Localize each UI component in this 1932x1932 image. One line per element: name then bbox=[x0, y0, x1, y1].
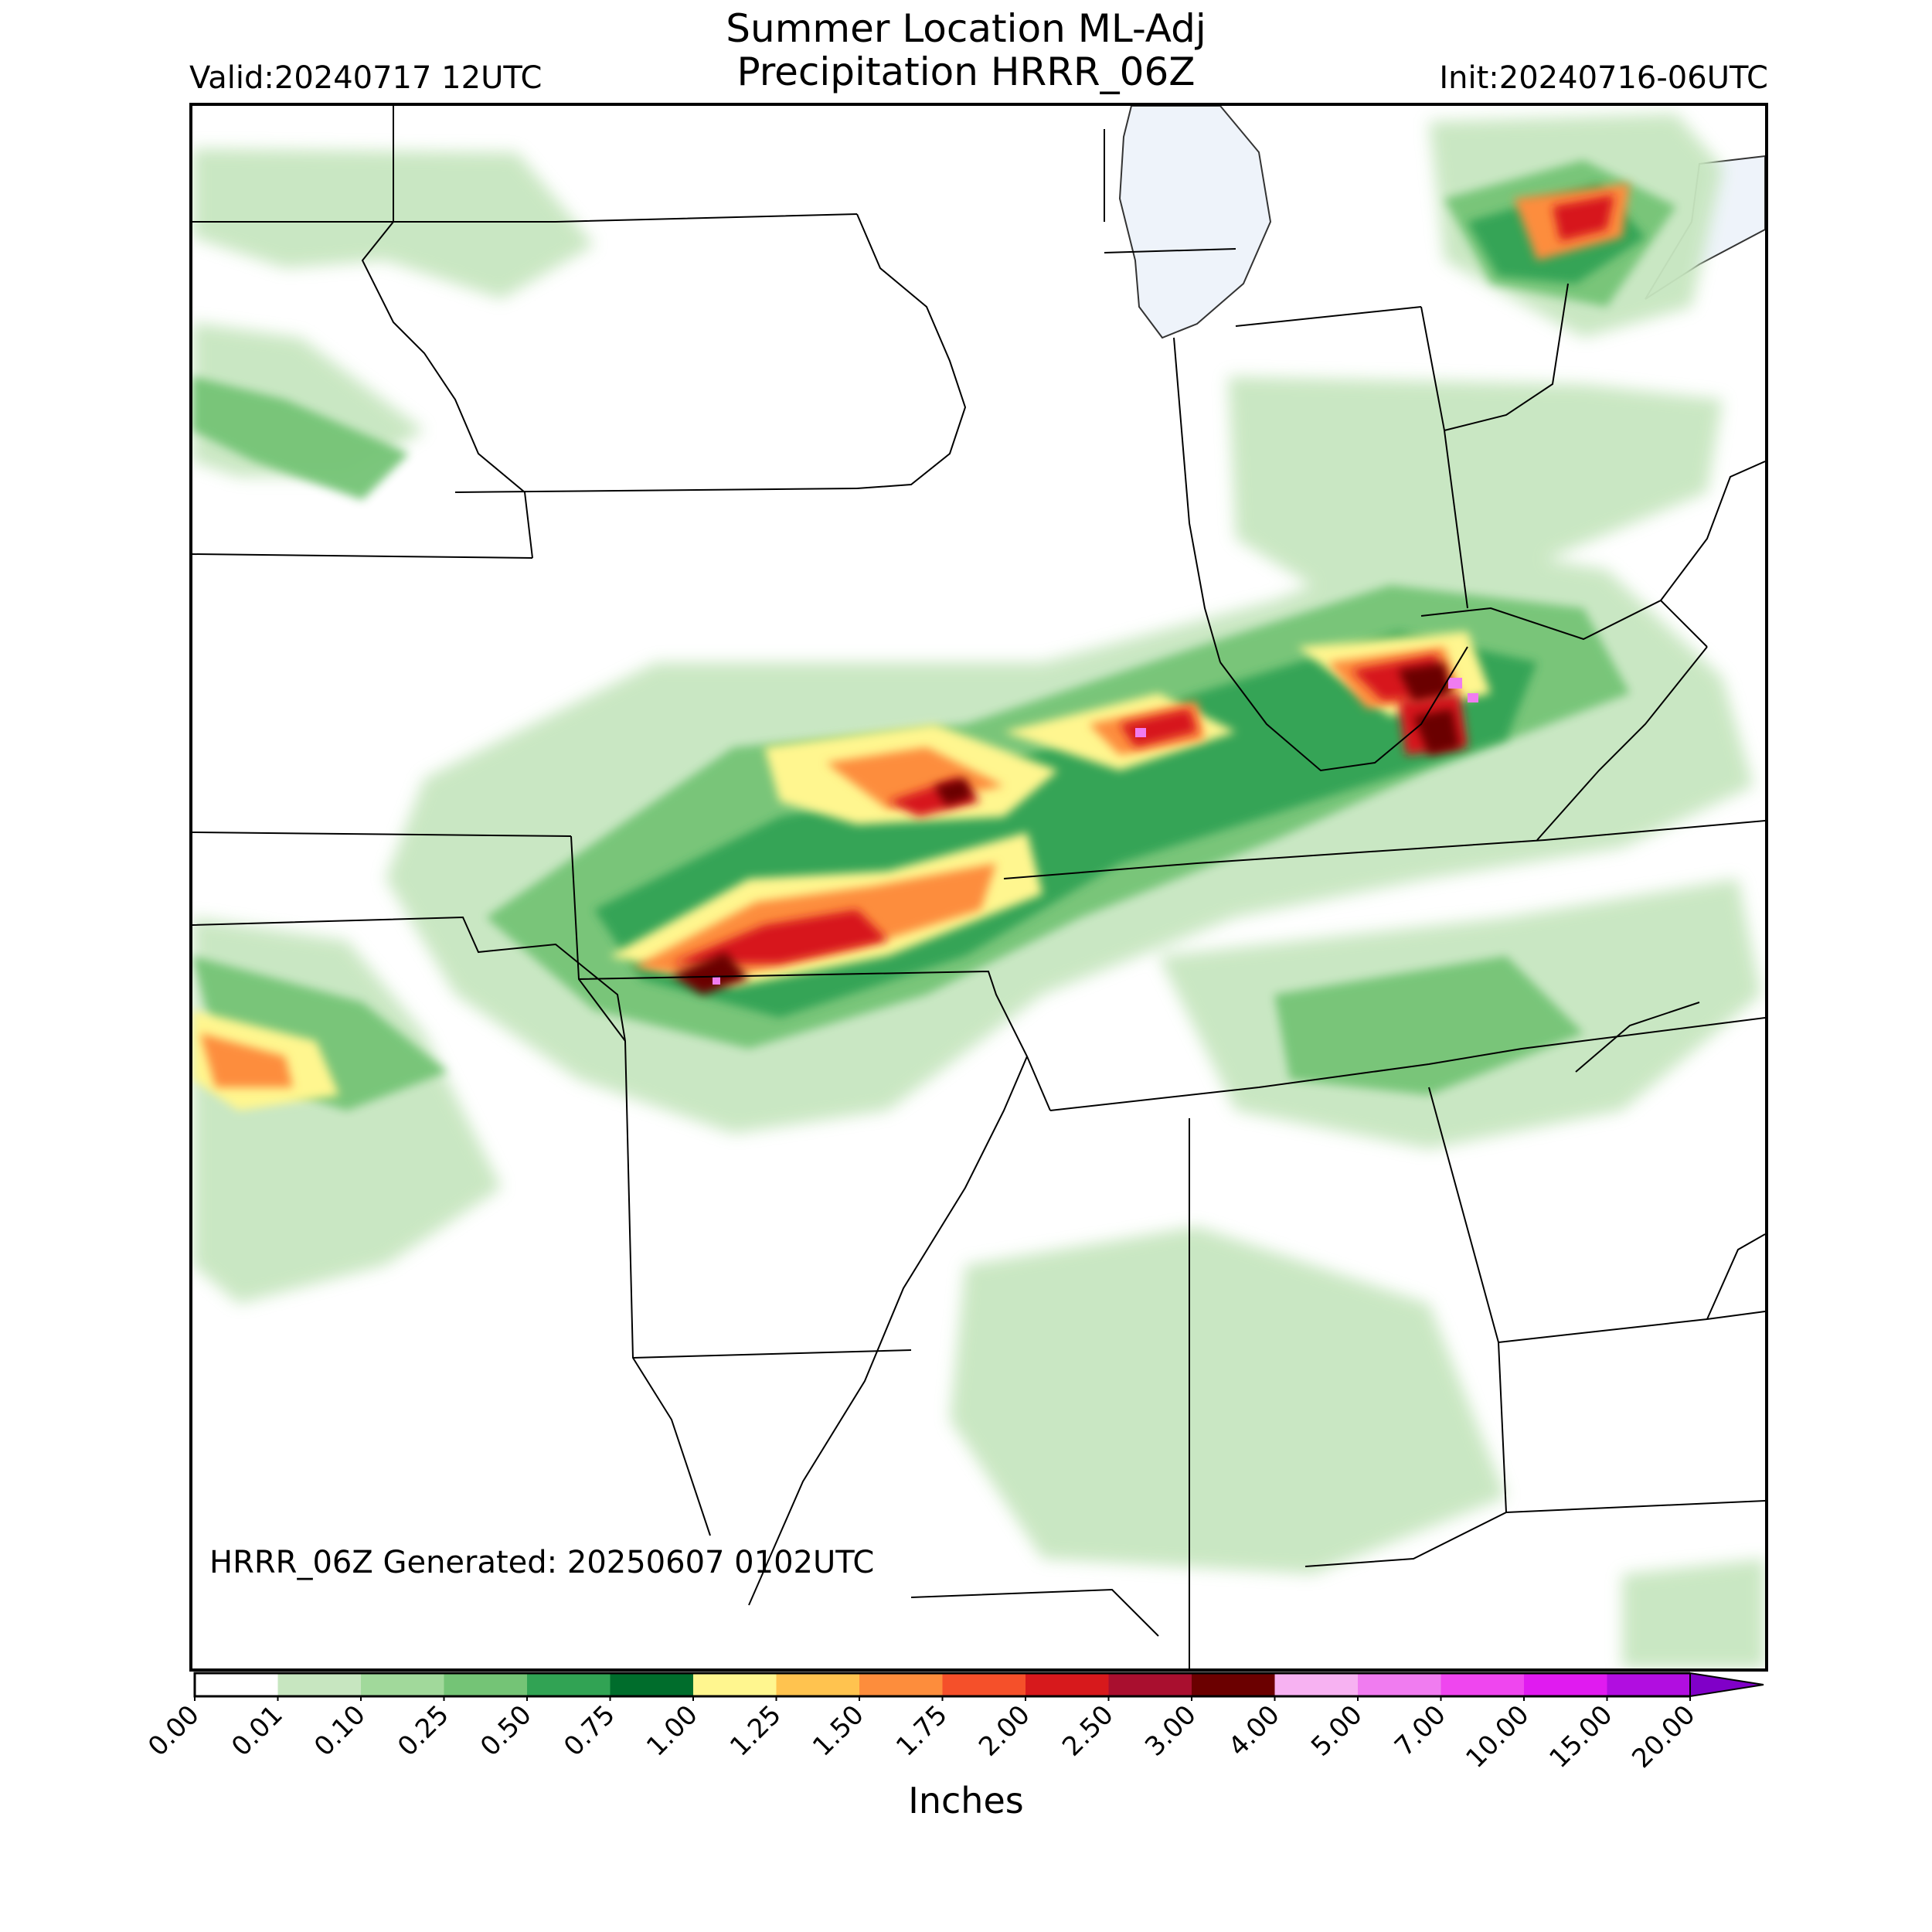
colorbar-tick-label: 0.01 bbox=[225, 1699, 289, 1763]
colorbar-tick-label: 0.10 bbox=[308, 1699, 372, 1763]
valid-time-label: Valid:20240717 12UTC bbox=[189, 60, 543, 96]
colorbar-bin bbox=[1440, 1673, 1524, 1696]
chart-title-line1: Summer Location ML-Adj bbox=[726, 6, 1206, 51]
colorbar-tick-label: 20.00 bbox=[1626, 1699, 1702, 1774]
generated-timestamp: HRRR_06Z Generated: 20250607 0102UTC bbox=[209, 1545, 875, 1580]
lake-michigan bbox=[1118, 106, 1272, 339]
colorbar-tick-label: 1.25 bbox=[723, 1699, 787, 1763]
colorbar-tick-label: 0.00 bbox=[142, 1699, 206, 1763]
colorbar bbox=[193, 1672, 1770, 1706]
colorbar-bin bbox=[1192, 1673, 1275, 1696]
colorbar-scale bbox=[193, 1672, 1764, 1701]
precipitation-map: HRRR_06Z Generated: 20250607 0102UTC bbox=[189, 103, 1768, 1672]
colorbar-tick-label: 5.00 bbox=[1305, 1699, 1369, 1763]
colorbar-tick-label: 3.00 bbox=[1139, 1699, 1202, 1763]
colorbar-tick-label: 10.00 bbox=[1460, 1699, 1536, 1774]
colorbar-bin bbox=[277, 1673, 361, 1696]
colorbar-tick-label: 4.00 bbox=[1222, 1699, 1286, 1763]
colorbar-bin bbox=[527, 1673, 611, 1696]
colorbar-tick-label: 0.75 bbox=[557, 1699, 621, 1763]
colorbar-bin bbox=[1358, 1673, 1441, 1696]
precip-maroon bbox=[672, 662, 1460, 995]
colorbar-tick-label: 2.00 bbox=[973, 1699, 1036, 1763]
colorbar-extend-arrow bbox=[1689, 1672, 1764, 1698]
map-canvas bbox=[192, 106, 1765, 1668]
colorbar-bin bbox=[1274, 1673, 1358, 1696]
colorbar-bin bbox=[444, 1673, 527, 1696]
colorbar-bin bbox=[776, 1673, 859, 1696]
colorbar-tick-label: 0.50 bbox=[474, 1699, 538, 1763]
colorbar-bin bbox=[693, 1673, 777, 1696]
state-borders bbox=[192, 106, 1765, 1668]
colorbar-tick-label: 2.50 bbox=[1056, 1699, 1120, 1763]
colorbar-tick-label: 7.00 bbox=[1388, 1699, 1452, 1763]
colorbar-bin bbox=[942, 1673, 1026, 1696]
colorbar-bin bbox=[610, 1673, 693, 1696]
colorbar-tick-label: 1.75 bbox=[889, 1699, 954, 1763]
colorbar-bin bbox=[1607, 1673, 1690, 1696]
colorbar-bin bbox=[1026, 1673, 1109, 1696]
chart-title-line2: Precipitation HRRR_06Z bbox=[736, 49, 1196, 94]
colorbar-tick-label: 1.50 bbox=[807, 1699, 870, 1763]
colorbar-bin bbox=[195, 1673, 278, 1696]
colorbar-tick-label: 1.00 bbox=[641, 1699, 704, 1763]
colorbar-bin bbox=[859, 1673, 943, 1696]
colorbar-tick-label: 0.25 bbox=[391, 1699, 455, 1763]
colorbar-tick-label: 15.00 bbox=[1543, 1699, 1618, 1774]
precip-pink bbox=[713, 678, 1478, 985]
init-time-label: Init:20240716-06UTC bbox=[1439, 60, 1768, 96]
colorbar-bin bbox=[361, 1673, 444, 1696]
colorbar-bin bbox=[1108, 1673, 1192, 1696]
colorbar-units-label: Inches bbox=[908, 1780, 1024, 1821]
colorbar-bin bbox=[1524, 1673, 1607, 1696]
